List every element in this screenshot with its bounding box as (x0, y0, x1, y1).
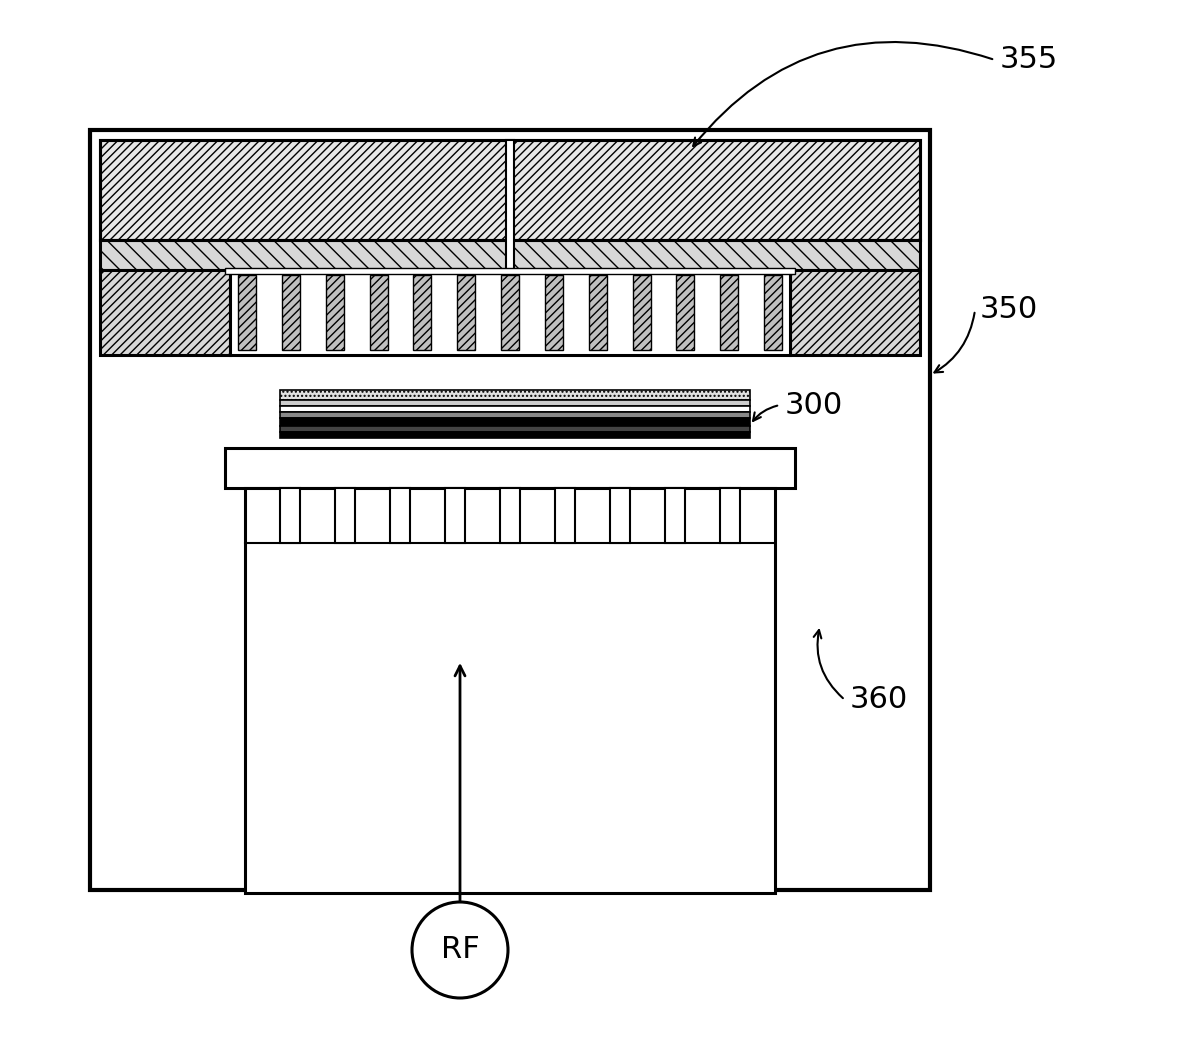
Bar (666, 488, 685, 543)
Bar (280, 432, 751, 438)
Bar (230, 270, 790, 355)
Bar (500, 488, 519, 543)
Bar (238, 275, 256, 350)
Bar (280, 390, 751, 400)
Bar (555, 488, 575, 543)
Bar (370, 275, 388, 350)
Bar (101, 270, 230, 355)
Text: 360: 360 (850, 686, 909, 715)
Bar (610, 488, 630, 543)
Text: 355: 355 (999, 45, 1058, 74)
Text: RF: RF (440, 935, 479, 964)
Bar (245, 488, 774, 893)
Text: 350: 350 (980, 296, 1038, 324)
Bar (335, 488, 356, 543)
Bar (280, 400, 751, 406)
Bar (676, 275, 694, 350)
Bar (506, 140, 514, 270)
Bar (457, 275, 475, 350)
Bar (545, 275, 563, 350)
Bar (90, 130, 930, 890)
Text: 300: 300 (785, 390, 843, 420)
Bar (390, 488, 411, 543)
Bar (280, 426, 751, 432)
Bar (101, 140, 920, 240)
Bar (413, 275, 431, 350)
Bar (790, 270, 920, 355)
Bar (101, 140, 920, 240)
Bar (721, 275, 739, 350)
Bar (280, 406, 751, 412)
Bar (589, 275, 607, 350)
Bar (280, 418, 751, 426)
Bar (280, 412, 751, 418)
Circle shape (412, 902, 508, 998)
Bar (101, 240, 920, 270)
Bar (280, 488, 300, 543)
Bar (225, 268, 795, 274)
Bar (764, 275, 782, 350)
Bar (721, 488, 740, 543)
Bar (225, 448, 795, 488)
Bar (632, 275, 650, 350)
Bar (326, 275, 344, 350)
Bar (281, 275, 299, 350)
Bar (445, 488, 464, 543)
Bar (502, 275, 519, 350)
